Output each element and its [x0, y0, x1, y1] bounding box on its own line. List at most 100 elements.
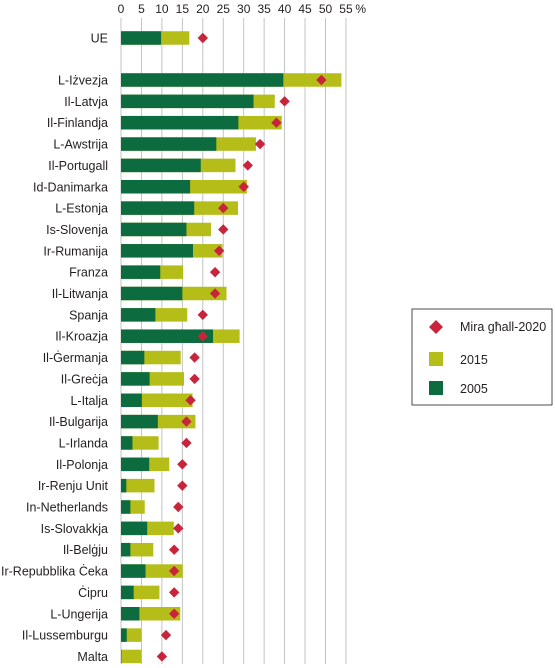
x-tick-label: 45 — [298, 2, 312, 16]
category-label: Il-Polonja — [56, 458, 108, 472]
x-tick-label: 35 — [257, 2, 271, 16]
bar-2005-in-netherlands — [121, 500, 131, 514]
category-label: L-Awstrija — [53, 138, 108, 152]
category-label: L-Estonja — [55, 202, 108, 216]
bar-2005-is-slovakkja — [121, 521, 148, 536]
target-marker-il-bulgarija — [181, 416, 192, 427]
bar-2005-l-estonja — [121, 201, 195, 215]
bar-2005-spanja — [121, 308, 156, 322]
x-tick-label: 25 — [217, 2, 231, 16]
bar-2005-il-bulgarija — [121, 414, 158, 429]
target-marker-is-slovenja — [218, 224, 229, 235]
target-marker-il-polonja — [177, 459, 188, 470]
category-label: Il-Latvja — [64, 95, 108, 109]
target-marker-l-awstrija — [254, 138, 266, 150]
category-label: In-Netherlands — [26, 501, 108, 515]
target-marker-l-ungerija — [168, 608, 180, 619]
target-marker-il-litwanja — [209, 288, 221, 299]
bar-2005-l-irlanda — [121, 436, 133, 450]
legend-target-symbol — [429, 320, 443, 334]
target-marker-l-izvezja — [316, 74, 327, 86]
x-axis: 0 5 10 15 20 25 30 35 40 45 50 55% — [118, 2, 367, 16]
category-label: Ir-Repubblika Ċeka — [1, 565, 108, 579]
legend: Mira għall-2020 2015 2005 — [411, 308, 553, 406]
x-tick-label: 30 — [237, 2, 251, 16]
target-marker-id-danimarka — [238, 181, 249, 192]
target-markers — [156, 32, 327, 662]
bar-2005-id-danimarka — [121, 180, 191, 194]
legend-2015-swatch — [429, 352, 443, 366]
category-label: L-Irlanda — [59, 436, 108, 450]
target-marker-spanja — [197, 309, 208, 321]
target-marker-il-germanja — [189, 352, 200, 363]
target-marker-ir-repubblika-ceka — [168, 565, 180, 577]
legend-2015-label: 2015 — [460, 353, 488, 367]
target-marker-l-irlanda — [181, 437, 192, 449]
category-label: Il-Lussemburgu — [22, 629, 108, 643]
category-label: Spanja — [69, 308, 108, 322]
category-label: Franza — [69, 266, 108, 280]
bar-2005-il-germanja — [121, 350, 145, 365]
target-marker-il-latvja — [279, 96, 290, 107]
bar-2005-il-grecja — [121, 372, 150, 386]
x-tick-label: 0 — [118, 2, 125, 16]
x-tick-label: 5 — [138, 2, 145, 16]
target-marker-il-portugall — [242, 160, 253, 171]
x-tick-label: 55 — [339, 2, 353, 16]
target-marker-franza — [209, 266, 221, 278]
category-label: Il-Portugall — [48, 159, 108, 173]
x-tick-label: 10 — [155, 2, 169, 16]
bar-2015-malta — [121, 649, 142, 664]
x-tick-label: 20 — [196, 2, 210, 16]
target-marker-cipru — [168, 587, 180, 598]
bar-2005-l-awstrija — [121, 137, 217, 151]
target-marker-il-finlandja — [271, 117, 282, 128]
category-label: Il-Greċja — [61, 372, 108, 386]
category-label: L-Italja — [70, 394, 108, 408]
target-marker-l-italja — [185, 395, 196, 406]
category-label: L-Iżvezja — [58, 74, 108, 88]
category-label: Il-Kroazja — [55, 330, 108, 344]
category-label: Il-Ġermanja — [43, 351, 108, 365]
legend-target-label: Mira għall-2020 — [460, 320, 546, 334]
target-marker-ir-rumanija — [213, 245, 225, 256]
bar-2005-il-belgju — [121, 542, 131, 557]
bar-2005-l-ungerija — [121, 607, 140, 621]
target-marker-il-kroazja — [197, 331, 208, 342]
x-tick-label: 40 — [278, 2, 292, 16]
target-marker-ue — [197, 32, 208, 44]
category-label: Ir-Renju Unit — [38, 479, 109, 493]
bar-2005-il-finlandja — [121, 115, 239, 130]
target-marker-malta — [156, 651, 168, 662]
bar-2005-cipru — [121, 585, 134, 600]
bars — [121, 31, 342, 664]
bar-2005-ir-renju-unit — [121, 478, 127, 493]
category-label: Il-Belġju — [63, 543, 108, 557]
bar-2015-ir-renju-unit — [121, 478, 155, 493]
target-marker-in-netherlands — [173, 501, 184, 513]
x-tick-label: 15 — [176, 2, 190, 16]
category-label: Malta — [77, 650, 108, 664]
target-marker-il-grecja — [189, 373, 200, 385]
target-marker-il-belgju — [168, 544, 180, 555]
bar-2005-il-latvja — [121, 94, 254, 109]
category-labels: UE L-Iżvezja Il-Latvja Il-Finlandja L-Awstri… — [1, 32, 109, 664]
bar-2005-il-lussemburgu — [121, 628, 127, 642]
category-label: UE — [91, 32, 108, 46]
category-label: Is-Slovenja — [46, 223, 108, 237]
x-unit-label: % — [355, 2, 366, 16]
bar-2005-ir-rumanija — [121, 244, 193, 258]
target-marker-is-slovakkja — [173, 523, 184, 534]
category-label: Il-Bulgarija — [49, 415, 108, 429]
category-label: Ir-Rumanija — [43, 244, 108, 258]
bar-2005-il-litwanja — [121, 286, 183, 301]
category-label: Il-Finlandja — [47, 116, 108, 130]
bar-2005-is-slovenja — [121, 222, 187, 237]
bar-2005-franza — [121, 265, 161, 279]
bar-2005-l-izvezja — [121, 73, 284, 87]
x-tick-label: 50 — [319, 2, 333, 16]
bar-2005-il-portugall — [121, 158, 201, 173]
category-label: Il-Litwanja — [52, 287, 108, 301]
bar-2005-ue — [121, 31, 162, 45]
